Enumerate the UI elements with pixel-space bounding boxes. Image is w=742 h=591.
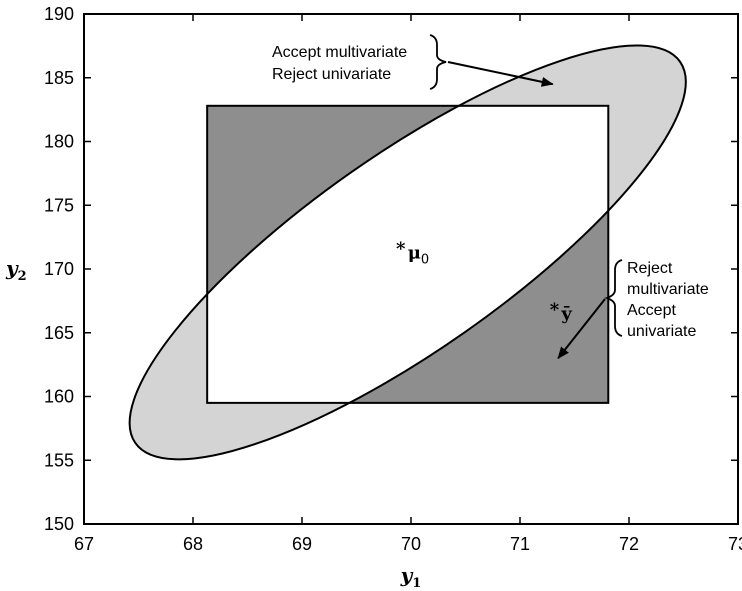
point-marker: *: [550, 300, 560, 321]
x-tick-label: 67: [74, 534, 94, 554]
ellipse-outline: [128, 44, 687, 461]
x-tick-label: 73: [728, 534, 742, 554]
annotation-reject-multivariate: Reject multivariate Accept univariate: [557, 259, 709, 360]
y-tick-label: 160: [44, 387, 74, 407]
point-ybar: * ȳ: [550, 300, 573, 325]
y-tick-label: 165: [44, 323, 74, 343]
annotation-brace: [429, 34, 447, 90]
point-label-sub: 0: [421, 252, 429, 267]
annotation-arrow: [447, 61, 554, 87]
annotation-line: Accept: [627, 302, 676, 319]
y-tick-label: 155: [44, 450, 74, 470]
annotation-brace: [604, 259, 623, 337]
x-axis-title-sub: 1: [412, 576, 421, 591]
rectangle-outline: [206, 104, 610, 404]
x-tick-label: 68: [183, 534, 203, 554]
annotation-line: Accept multivariate: [272, 44, 407, 61]
x-tick-label: 72: [619, 534, 639, 554]
point-label: ȳ: [560, 304, 572, 325]
x-axis-title: y1: [400, 563, 422, 591]
y-axis-title: y2: [5, 256, 27, 284]
annotation-line: Reject univariate: [272, 66, 391, 83]
y-tick-label: 175: [44, 195, 74, 215]
y-tick-label: 190: [44, 4, 74, 24]
y-axis-title-sub: 2: [18, 269, 27, 284]
point-marker: *: [396, 238, 406, 259]
annotation-arrow: [557, 298, 606, 360]
annotation-line: Reject: [627, 260, 673, 277]
plot-regions: [128, 44, 687, 461]
y-tick-label: 150: [44, 514, 74, 534]
axis-ticks: 67 68 69 70 71 72 73 150 155 160 165 170 175 180 185 19…: [44, 4, 742, 554]
y-tick-label: 185: [44, 68, 74, 88]
annotation-line: multivariate: [627, 281, 709, 298]
x-tick-label: 70: [401, 534, 421, 554]
annotation-accept-multivariate: Accept multivariate Reject univariate: [272, 34, 554, 90]
annotation-line: univariate: [627, 323, 696, 340]
x-tick-label: 69: [292, 534, 312, 554]
y-tick-label: 170: [44, 259, 74, 279]
x-tick-label: 71: [510, 534, 530, 554]
y-tick-label: 180: [44, 132, 74, 152]
